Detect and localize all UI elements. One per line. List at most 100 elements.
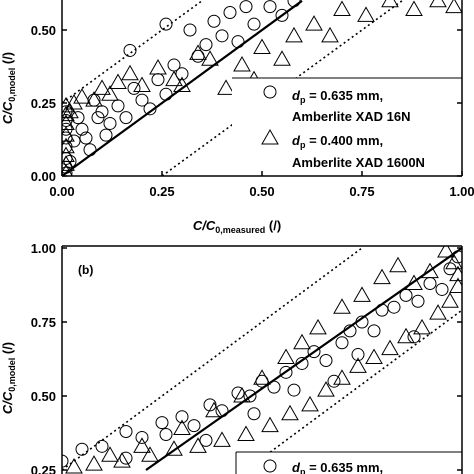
- panel-a-circle-point: [127, 81, 141, 95]
- panel-a-x-tick-label: 0.50: [249, 184, 274, 199]
- panel-b-y-tick-label: 0.75: [31, 315, 56, 330]
- panel-b-circle-point: [75, 442, 89, 456]
- panel-a-triangle-point: [357, 6, 375, 22]
- panel-b-triangle-point: [237, 425, 255, 441]
- legend-entry-1-sub: p: [300, 95, 306, 105]
- panel-b-circle-point: [203, 398, 217, 412]
- panel-b-circle-point: [423, 277, 437, 291]
- panel-a-triangle-point: [65, 93, 83, 110]
- panel-b-triangle-point: [349, 357, 367, 373]
- panel-b-y-axis-label: C/C0,model (/): [0, 342, 17, 414]
- panel-a-ylabel-main: C/C: [0, 101, 15, 124]
- panel-b-triangle-point: [405, 274, 423, 291]
- panel-b-legend: dp = 0.635 mm,: [235, 451, 462, 474]
- panel-b: (b) dp = 0.635 mm, 0.250.500.751.00 C/C0…: [0, 241, 463, 474]
- panel-b-circle-point: [199, 433, 213, 447]
- panel-a-circle-point: [79, 131, 93, 145]
- panel-a-triangle-point: [133, 76, 151, 92]
- panel-a-y-tick-label: 0.25: [31, 96, 56, 111]
- panel-a-triangle-point: [217, 79, 235, 95]
- panel-b-triangle-point: [253, 369, 271, 385]
- panel-a-circle-point: [135, 93, 149, 107]
- panel-a-x-tick-label: 0.25: [149, 184, 174, 199]
- panel-a-y-axis-label: C/C0,model (/): [0, 52, 17, 124]
- legend-entry-1-line1: dp = 0.635 mm,: [292, 88, 383, 105]
- panel-b-circle-point: [367, 324, 381, 338]
- panel-b-triangle-point: [281, 404, 299, 421]
- panel-b-circle-point: [399, 288, 413, 302]
- legend-entry-2-value: = 0.400 mm,: [305, 133, 383, 148]
- panel-a-triangle-point: [85, 91, 103, 107]
- panel-a-x-tick-label: 1.00: [449, 184, 474, 199]
- panel-b-circle-point: [155, 416, 169, 430]
- panel-a-triangle-point: [333, 0, 351, 17]
- legend-entry-2-d: d: [292, 133, 301, 148]
- panel-b-legend-box: [236, 452, 462, 474]
- panel-b-triangle-point: [293, 333, 311, 350]
- panel-b-triangle-point: [441, 292, 459, 308]
- panel-b-ylabel-unit: (/): [0, 342, 15, 358]
- panel-a-triangle-point: [445, 0, 462, 14]
- panel-a-triangle-point: [62, 126, 75, 142]
- panel-a-triangle-point: [101, 85, 119, 101]
- panel-a-circle-point: [275, 8, 289, 22]
- panel-b-triangle-point: [333, 369, 351, 385]
- panel-a-circle-point: [215, 29, 229, 43]
- panel-b-triangle-point: [317, 381, 335, 397]
- panel-a-triangle-point: [109, 73, 127, 90]
- panel-a-circle-point: [159, 87, 173, 101]
- panel-b-circle-point: [119, 425, 133, 439]
- panel-a-triangle-point: [321, 26, 339, 43]
- panel-a-triangle-point: [305, 15, 323, 31]
- panel-a-triangle-point: [429, 0, 447, 8]
- panel-b-circle-point: [95, 439, 109, 453]
- panel-b-circle-point: [307, 345, 321, 359]
- panel-a-triangle-point: [165, 70, 183, 87]
- panel-b-triangle-point: [373, 268, 391, 285]
- panel-a-solid-line-0: [62, 0, 303, 176]
- panel-b-y-tick-label: 0.50: [31, 389, 56, 404]
- panel-a-circle-point: [239, 0, 253, 14]
- panel-b-triangle-point: [397, 327, 415, 344]
- panel-b-triangle-point: [205, 401, 223, 418]
- legend-triangle-marker: [261, 128, 279, 145]
- panel-b-circle-point: [407, 330, 421, 344]
- panel-b-circle-point: [279, 365, 293, 379]
- panel-a-x-axis-label: C/C0,measured (/): [193, 218, 281, 235]
- panel-a-ylabel-sub: 0,model: [7, 68, 17, 102]
- panel-b-circle-point: [335, 336, 349, 350]
- panel-a-triangle-point: [201, 50, 219, 66]
- panel-b-triangle-point: [429, 304, 447, 320]
- panel-a-y-tick-label: 0.00: [31, 169, 56, 184]
- panel-a-circle-point: [83, 143, 97, 157]
- panel-b-triangle-point: [333, 298, 351, 314]
- panel-a-circle-point: [175, 67, 189, 81]
- panel-b-triangle-point: [101, 446, 119, 462]
- panel-a-ylabel-unit: (/): [0, 52, 15, 68]
- panel-b-triangle-point: [65, 458, 83, 474]
- panel-b-circle-point: [135, 430, 149, 444]
- panel-b-triangle-point: [85, 455, 103, 471]
- panel-b-solid-line-0: [145, 247, 462, 471]
- panel-b-triangle-point: [261, 416, 279, 433]
- panel-a-triangle-point: [405, 0, 423, 17]
- legend-entry-2-sub: p: [300, 140, 306, 150]
- panel-a-legend: dp = 0.635 mm, Amberlite XAD 16N dp = 0.…: [232, 77, 464, 176]
- panel-b-triangle-point: [381, 339, 399, 356]
- panel-b-triangle-point: [445, 253, 462, 270]
- panel-b-triangle-point: [133, 437, 151, 453]
- panel-a-circle-point: [223, 5, 237, 19]
- panel-a-circle-point: [207, 14, 221, 28]
- panel-a-circle-point: [263, 0, 277, 14]
- panel-a-y-tick-label: 0.50: [31, 23, 56, 38]
- panel-b-circle-point: [295, 356, 309, 370]
- panel-a-circle-point: [119, 111, 133, 125]
- panel-b-y-tick-label: 0.25: [31, 463, 56, 474]
- panel-b-triangle-point: [277, 348, 295, 365]
- panel-b-circle-point: [187, 419, 201, 433]
- panel-a-triangle-point: [62, 146, 75, 163]
- panel-b-circle-point: [387, 300, 401, 314]
- panel-b-circle-point: [267, 380, 281, 394]
- panel-a-xlabel-main: C/C: [193, 218, 216, 233]
- panel-a-dotted-line-1: [62, 0, 203, 104]
